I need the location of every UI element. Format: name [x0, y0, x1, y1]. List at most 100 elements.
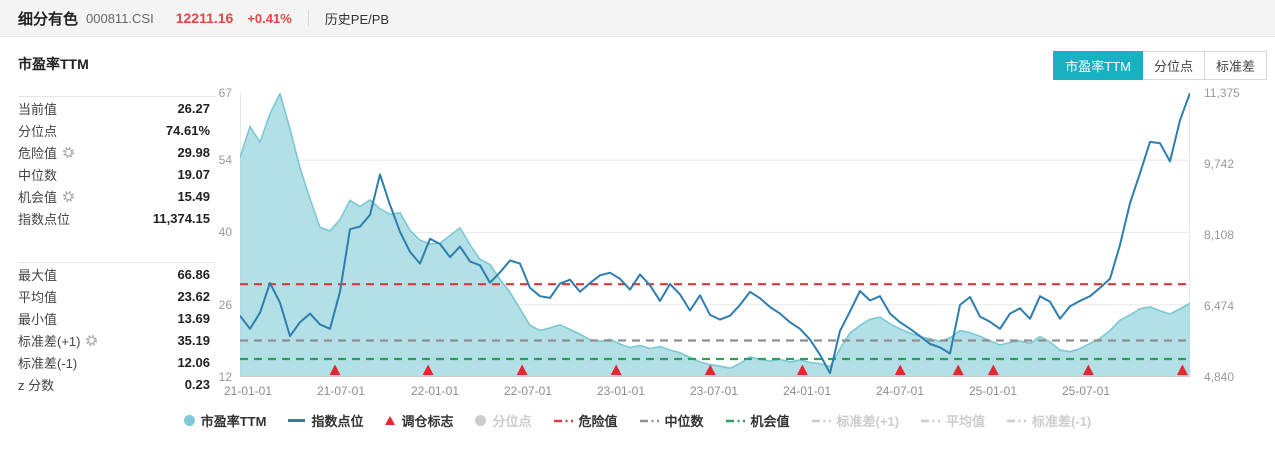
pe-ttm-area: [240, 93, 1190, 377]
legend-item-机会值[interactable]: 机会值: [725, 411, 790, 430]
legend-label: 分位点: [492, 414, 532, 429]
stat-value: 29.98: [177, 144, 210, 160]
header-divider: [307, 10, 309, 26]
right-axis-tick: 8,108: [1204, 228, 1235, 242]
stat-label: 最大值: [18, 267, 58, 283]
stat-row: 分位点 74.61%: [18, 119, 210, 141]
pe-index-chart[interactable]: [239, 91, 1191, 377]
stats-divider-top: [18, 96, 216, 97]
legend-label: 市盈率TTM: [200, 414, 267, 429]
right-axis-tick: 11,375: [1204, 86, 1240, 100]
stat-row: 最大值 66.86: [18, 263, 210, 285]
rebalance-marker: [329, 364, 341, 375]
pe-ttm-area-edge: [239, 91, 1191, 370]
stat-row: 标准差(-1) 12.06: [18, 351, 210, 373]
tab-pe-ttm[interactable]: 市盈率TTM: [1053, 51, 1143, 80]
rebalance-marker: [952, 364, 964, 375]
index-price: 12211.16: [175, 10, 234, 26]
x-axis-tick: 23-01-01: [596, 384, 646, 398]
section-title: 市盈率TTM: [18, 56, 89, 72]
legend-line-icon: [288, 419, 306, 422]
legend-item-危险值[interactable]: 危险值: [553, 411, 618, 430]
stat-label: 当前值: [18, 101, 58, 117]
stat-label: 标准差(+1): [18, 333, 81, 349]
legend-item-中位数[interactable]: 中位数: [639, 411, 704, 430]
stat-label: 最小值: [18, 311, 58, 327]
legend-triangle-icon: [385, 416, 396, 425]
legend-label: 平均值: [946, 414, 986, 429]
stats-group-historic: 最大值 66.86 平均值 23.62 最小值 13.69 标准差(+1) 35.19 标准差(…: [18, 263, 210, 395]
chart-legend: 市盈率TTM 指数点位 调仓标志 分位点 危险值 中位数 机会值 标准差(+1) 平均值 标准差(…: [0, 411, 1275, 430]
stat-label: 危险值: [18, 145, 58, 161]
stat-label: 平均值: [18, 289, 58, 305]
x-axis-tick: 21-01-01: [223, 384, 273, 398]
gear-icon[interactable]: [62, 146, 75, 159]
stat-value: 19.07: [177, 166, 210, 182]
legend-item-平均值[interactable]: 平均值: [921, 411, 985, 430]
x-axis-tick: 22-01-01: [410, 384, 460, 398]
legend-item-指数点位[interactable]: 指数点位: [288, 411, 363, 430]
rebalance-marker: [796, 364, 808, 375]
gear-icon[interactable]: [62, 190, 75, 203]
left-axis-tick: 67: [218, 86, 232, 100]
legend-item-标准差(-1)[interactable]: 标准差(-1): [1007, 411, 1091, 430]
x-axis-tick: 21-07-01: [316, 384, 366, 398]
stat-row: 标准差(+1) 35.19: [18, 329, 210, 351]
x-axis-tick: 22-07-01: [503, 384, 553, 398]
stat-value: 12.06: [177, 354, 210, 370]
stat-value: 15.49: [177, 188, 210, 204]
rebalance-marker: [704, 364, 716, 375]
legend-label: 标准差(-1): [1032, 414, 1092, 429]
rebalance-marker: [516, 364, 528, 375]
stat-row: 平均值 23.62: [18, 285, 210, 307]
legend-dash-icon: [811, 419, 831, 422]
legend-item-调仓标志[interactable]: 调仓标志: [385, 411, 453, 430]
index-change: +0.41%: [247, 10, 292, 26]
tab-stddev[interactable]: 标准差: [1203, 51, 1267, 80]
index-name: 细分有色: [18, 10, 79, 28]
legend-circle-icon: [183, 415, 195, 426]
legend-dash-icon: [921, 419, 941, 422]
legend-label: 机会值: [750, 414, 790, 429]
rebalance-marker: [610, 364, 622, 375]
legend-item-标准差(+1)[interactable]: 标准差(+1): [811, 411, 900, 430]
legend-label: 标准差(+1): [836, 414, 900, 429]
stat-label: 中位数: [18, 167, 58, 183]
right-axis-tick: 6,474: [1204, 299, 1235, 313]
stat-row: 当前值 26.27: [18, 97, 210, 119]
legend-circle-icon: [475, 415, 487, 426]
right-axis-tick: 9,742: [1204, 157, 1235, 171]
rebalance-marker: [987, 364, 999, 375]
stat-label: 分位点: [18, 123, 58, 139]
stat-value: 13.69: [177, 310, 210, 326]
x-axis-tick: 24-07-01: [875, 384, 925, 398]
index-line: [239, 92, 1191, 375]
stat-value: 74.61%: [165, 122, 210, 138]
gear-icon[interactable]: [85, 334, 98, 347]
stat-value: 35.19: [177, 332, 210, 348]
legend-item-分位点[interactable]: 分位点: [475, 411, 532, 430]
stat-value: 66.86: [177, 266, 210, 282]
index-code: 000811.CSI: [86, 10, 154, 26]
legend-item-市盈率TTM[interactable]: 市盈率TTM: [183, 411, 267, 430]
left-axis-tick: 54: [218, 153, 232, 167]
legend-dash-icon: [553, 419, 573, 422]
stats-group-current: 当前值 26.27 分位点 74.61% 危险值 29.98 中位数 19.07 机会值 15.4…: [18, 97, 210, 229]
history-pe-pb-link[interactable]: 历史PE/PB: [324, 11, 390, 27]
stat-value: 26.27: [177, 100, 210, 116]
legend-dash-icon: [725, 419, 745, 422]
stat-row: 最小值 13.69: [18, 307, 210, 329]
legend-label: 调仓标志: [401, 414, 454, 429]
legend-label: 指数点位: [311, 414, 364, 429]
tab-percentile[interactable]: 分位点: [1141, 51, 1205, 80]
stat-value: 11,374.15: [152, 210, 210, 226]
stat-row: 机会值 15.49: [18, 185, 210, 207]
legend-dash-icon: [639, 419, 659, 422]
stat-label: z 分数: [18, 377, 55, 393]
legend-dash-icon: [1007, 419, 1027, 422]
stat-label: 指数点位: [18, 211, 71, 227]
rebalance-marker: [1082, 364, 1094, 375]
x-axis-tick: 25-01-01: [968, 384, 1018, 398]
legend-label: 危险值: [578, 414, 618, 429]
